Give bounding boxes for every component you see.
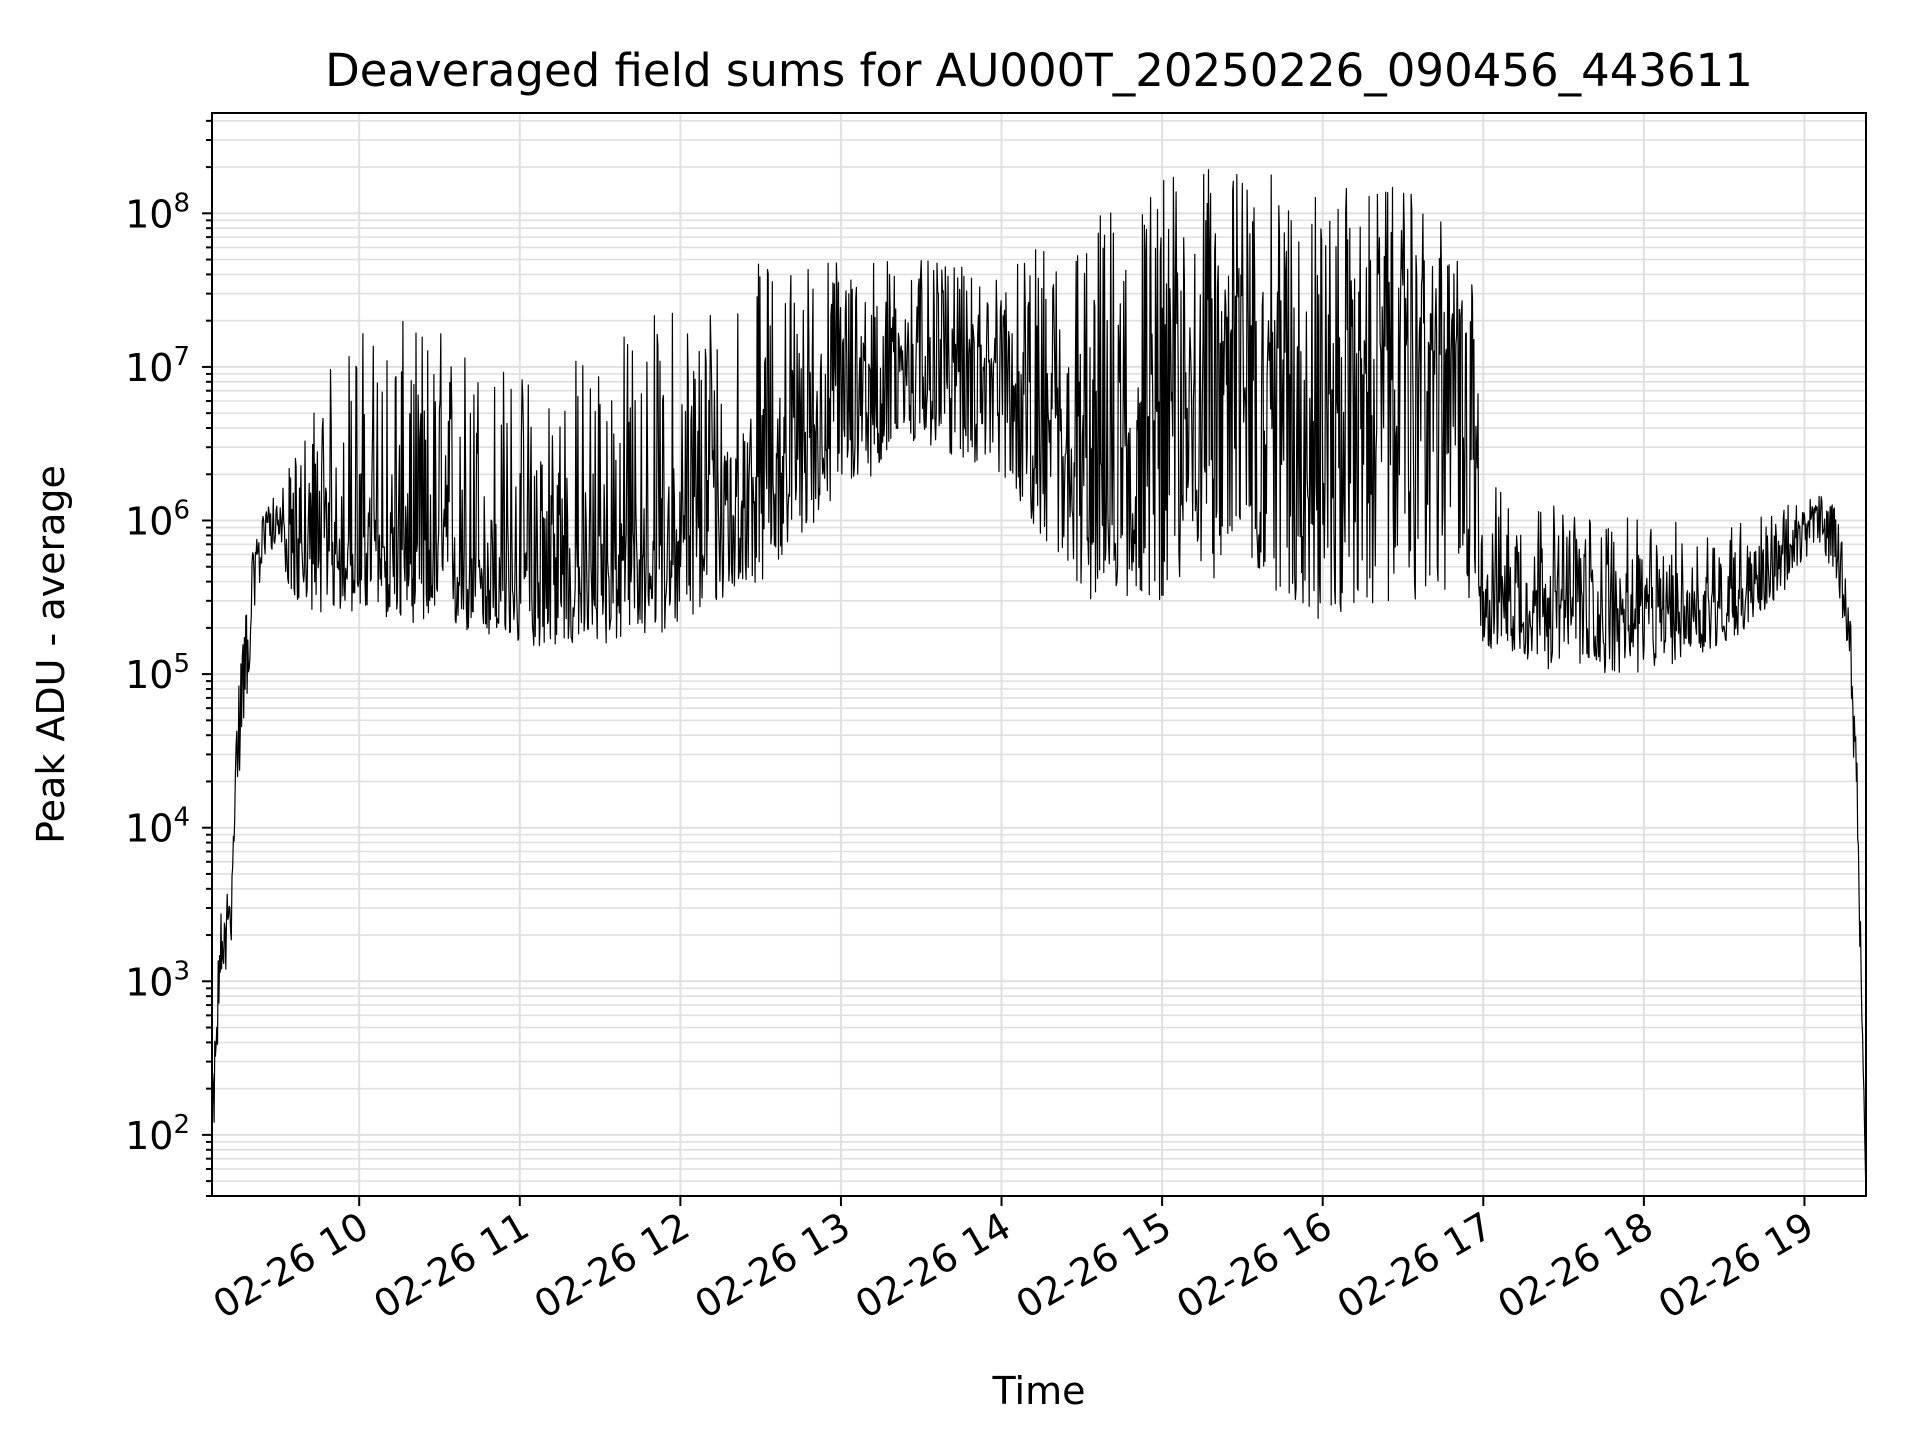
y-tick-label: 105 xyxy=(125,649,190,697)
y-tick-label: 104 xyxy=(125,803,190,851)
y-tick-label: 107 xyxy=(125,342,190,390)
y-axis-label: Peak ADU - average xyxy=(29,465,73,844)
y-tick-label: 108 xyxy=(125,188,190,236)
grid xyxy=(212,113,1866,1197)
series-line xyxy=(211,169,1867,1197)
plot-area xyxy=(211,169,1867,1197)
chart-title: Deaveraged field sums for AU000T_2025022… xyxy=(325,44,1753,97)
y-tick-label: 103 xyxy=(125,956,190,1004)
y-axis: 102 103 104 105 106 107 108 xyxy=(125,119,212,1197)
axes-frame xyxy=(211,112,1867,1197)
y-tick-label: 102 xyxy=(125,1110,190,1158)
x-axis-label: Time xyxy=(992,1369,1086,1413)
y-tick-label: 106 xyxy=(125,496,190,544)
